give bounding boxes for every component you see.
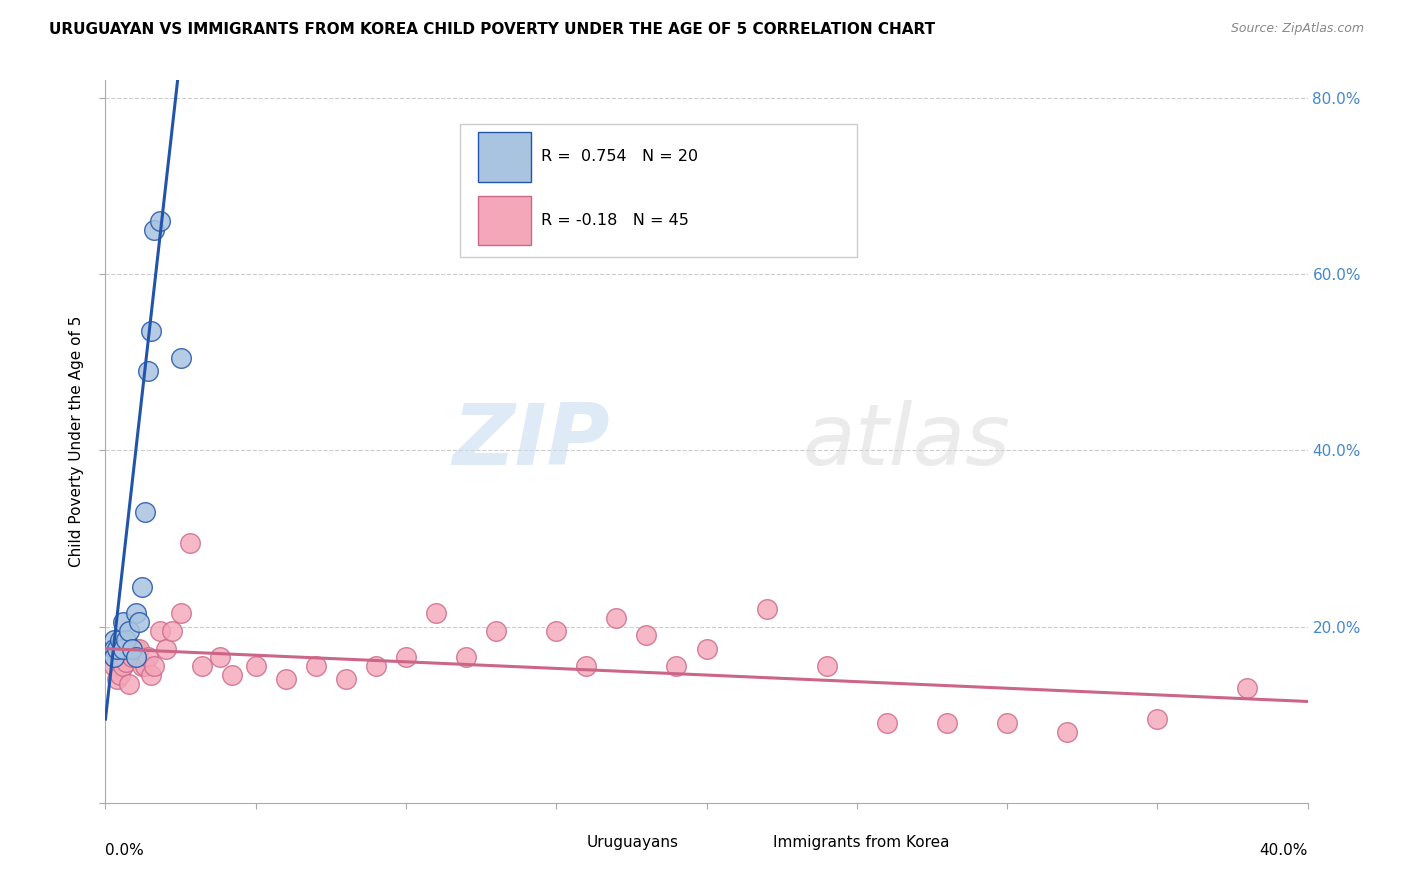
Point [124,650,146,665]
Text: R =  0.754   N = 20: R = 0.754 N = 20 [541,149,697,164]
Point [335,673,357,687]
Point [815,659,838,673]
Text: URUGUAYAN VS IMMIGRANTS FROM KOREA CHILD POVERTY UNDER THE AGE OF 5 CORRELATION : URUGUAYAN VS IMMIGRANTS FROM KOREA CHILD… [49,22,935,37]
Point [155,641,177,656]
FancyBboxPatch shape [478,195,531,245]
Point [179,536,201,550]
Point [134,659,156,673]
Point [118,624,141,638]
Point [1056,725,1078,739]
Text: ZIP: ZIP [453,400,610,483]
Point [139,325,162,339]
Point [139,668,162,682]
Point [131,659,153,673]
Point [605,611,627,625]
Text: 40.0%: 40.0% [1260,843,1308,857]
Point [107,641,129,656]
FancyBboxPatch shape [734,830,769,855]
Point [115,655,138,669]
Point [128,615,150,630]
Point [169,607,191,621]
Point [110,632,132,647]
Text: Uruguayans: Uruguayans [586,835,678,850]
Point [112,641,135,656]
Point [245,659,267,673]
Point [755,602,778,616]
Point [305,659,328,673]
Point [142,659,165,673]
Point [103,650,125,665]
Point [124,641,146,656]
Point [134,505,156,519]
Point [110,668,132,682]
FancyBboxPatch shape [460,124,856,257]
Point [696,641,718,656]
Point [142,223,165,237]
Point [136,650,159,665]
Point [148,624,170,638]
Point [131,580,153,594]
Point [103,659,125,673]
Point [124,607,146,621]
Point [148,214,170,228]
Point [1146,712,1168,726]
Point [128,641,150,656]
Point [103,632,125,647]
Point [103,641,125,656]
Point [190,659,212,673]
Y-axis label: Child Poverty Under the Age of 5: Child Poverty Under the Age of 5 [69,316,84,567]
Point [936,716,959,731]
Text: Source: ZipAtlas.com: Source: ZipAtlas.com [1230,22,1364,36]
Point [1236,681,1258,696]
Text: atlas: atlas [803,400,1011,483]
Text: 0.0%: 0.0% [105,843,145,857]
Point [364,659,387,673]
Point [112,615,135,630]
Point [546,624,568,638]
Point [665,659,688,673]
Point [425,607,447,621]
Point [121,650,143,665]
Point [456,650,478,665]
Point [995,716,1018,731]
Point [160,624,183,638]
Point [118,677,141,691]
Text: R = -0.18   N = 45: R = -0.18 N = 45 [541,212,689,227]
Point [395,650,418,665]
Point [274,673,297,687]
Point [208,650,231,665]
Point [221,668,243,682]
Point [876,716,898,731]
Point [485,624,508,638]
Point [107,673,129,687]
Text: Immigrants from Korea: Immigrants from Korea [773,835,949,850]
Point [136,364,159,378]
FancyBboxPatch shape [548,830,582,855]
Point [121,641,143,656]
FancyBboxPatch shape [478,132,531,182]
Point [169,351,191,365]
Point [636,628,658,642]
Point [115,632,138,647]
Point [575,659,598,673]
Point [112,659,135,673]
